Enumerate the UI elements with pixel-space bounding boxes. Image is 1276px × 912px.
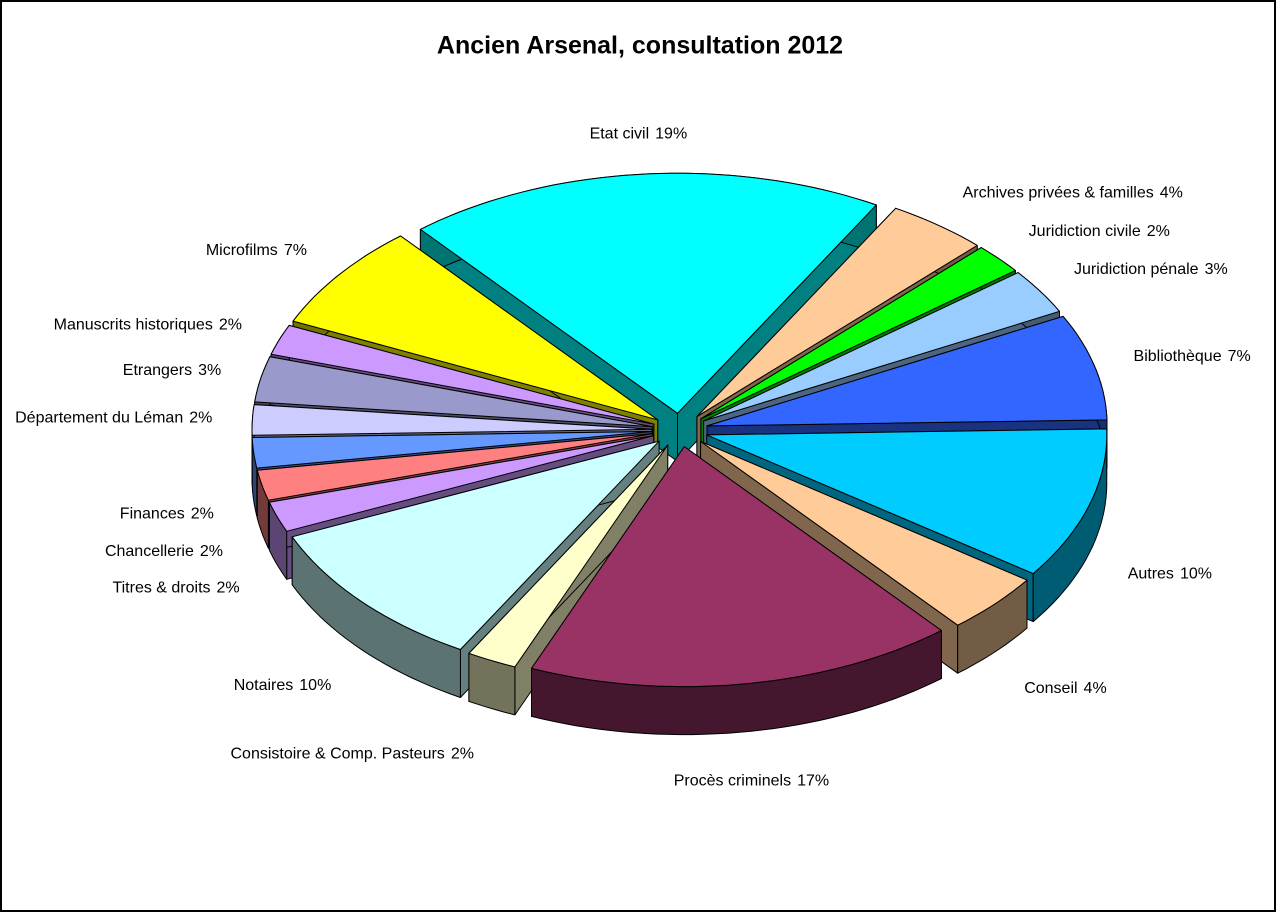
data-label: Notaires 10%: [234, 677, 332, 694]
category-label: Microfilms: [206, 242, 278, 259]
category-label: Manuscrits historiques: [54, 317, 213, 334]
category-label: Notaires: [234, 677, 294, 694]
value-label: 19%: [655, 126, 687, 143]
category-label: Consistoire & Comp. Pasteurs: [231, 746, 445, 763]
category-label: Autres: [1128, 566, 1174, 583]
data-label: Conseil 4%: [1024, 680, 1106, 697]
slice: [706, 428, 1108, 575]
category-label: Conseil: [1024, 680, 1077, 697]
slice: [419, 172, 877, 414]
slice: [706, 315, 1108, 427]
value-label: 4%: [1084, 680, 1107, 697]
slice: [468, 444, 669, 668]
data-label: Etrangers 3%: [123, 362, 222, 379]
category-label: Département du Léman: [15, 410, 183, 427]
slice: [256, 433, 654, 501]
value-label: 2%: [219, 317, 242, 334]
data-label: Département du Léman 2%: [15, 410, 212, 427]
slice: [291, 440, 660, 650]
value-label: 7%: [284, 242, 307, 259]
data-label: Titres & droits 2%: [112, 580, 239, 597]
category-label: Etrangers: [123, 362, 192, 379]
value-label: 3%: [1205, 261, 1228, 278]
category-label: Archives privées & familles: [963, 185, 1154, 202]
slice: [251, 431, 653, 469]
slice: [703, 272, 1060, 422]
slice: [531, 446, 942, 736]
category-label: Titres & droits: [112, 580, 210, 597]
chart-title: Ancien Arsenal, consultation 2012: [437, 32, 843, 60]
value-label: 10%: [1180, 566, 1212, 583]
data-label: Procès criminels 17%: [674, 773, 829, 790]
value-label: 2%: [200, 543, 223, 560]
data-label: Microfilms 7%: [206, 242, 307, 259]
data-label: Chancellerie 2%: [105, 543, 223, 560]
value-label: 2%: [189, 410, 212, 427]
category-label: Bibliothèque: [1134, 348, 1222, 365]
category-label: Chancellerie: [105, 543, 194, 560]
value-label: 7%: [1228, 348, 1251, 365]
category-label: Procès criminels: [674, 773, 791, 790]
slice: [254, 356, 654, 428]
category-label: Finances: [120, 506, 185, 523]
value-label: 2%: [1147, 223, 1170, 240]
data-label: Consistoire & Comp. Pasteurs 2%: [231, 746, 474, 763]
slice: [292, 235, 659, 421]
category-label: Etat civil: [590, 126, 650, 143]
data-label: Bibliothèque 7%: [1134, 348, 1251, 365]
value-label: 4%: [1160, 185, 1183, 202]
slice: [531, 446, 942, 688]
slice: [700, 440, 1028, 626]
data-label: Manuscrits historiques 2%: [54, 317, 242, 334]
slice: [251, 404, 653, 436]
slice: [700, 247, 1016, 420]
slice: [268, 435, 655, 532]
slice: [270, 324, 655, 425]
slice: [696, 207, 978, 418]
data-label: Juridiction civile 2%: [1029, 223, 1170, 240]
data-label: Juridiction pénale 3%: [1074, 261, 1228, 278]
data-label: Finances 2%: [120, 506, 214, 523]
data-label: Archives privées & familles 4%: [963, 185, 1183, 202]
value-label: 2%: [451, 746, 474, 763]
value-label: 3%: [198, 362, 221, 379]
value-label: 17%: [797, 773, 829, 790]
data-label: Autres 10%: [1128, 566, 1212, 583]
value-label: 10%: [299, 677, 331, 694]
category-label: Juridiction civile: [1029, 223, 1141, 240]
value-label: 2%: [191, 506, 214, 523]
data-label: Etat civil 19%: [590, 126, 688, 143]
value-label: 2%: [217, 580, 240, 597]
category-label: Juridiction pénale: [1074, 261, 1199, 278]
